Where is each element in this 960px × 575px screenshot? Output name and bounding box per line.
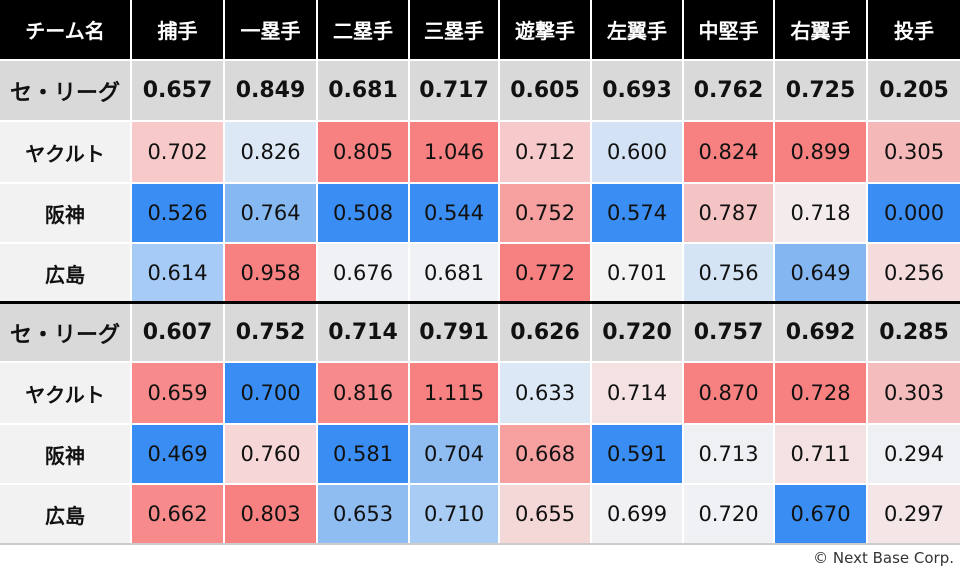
header-position: 中堅手 <box>684 0 773 59</box>
heatmap-cell: 0.303 <box>868 363 960 423</box>
heatmap-cell: 0.760 <box>225 425 316 483</box>
heatmap-cell: 0.752 <box>500 184 590 242</box>
header-position: 捕手 <box>132 0 223 59</box>
heatmap-cell: 0.297 <box>868 485 960 543</box>
league-value-cell: 0.205 <box>868 61 960 120</box>
team-row-label: 広島 <box>0 244 130 302</box>
heatmap-cell: 0.305 <box>868 122 960 182</box>
league-value-cell: 0.752 <box>225 304 316 361</box>
header-position: 右翼手 <box>775 0 866 59</box>
heatmap-cell: 0.764 <box>225 184 316 242</box>
league-value-cell: 0.757 <box>684 304 773 361</box>
heatmap-cell: 0.659 <box>132 363 223 423</box>
heatmap-cell: 0.000 <box>868 184 960 242</box>
league-value-cell: 0.791 <box>410 304 498 361</box>
header-position: 一塁手 <box>225 0 316 59</box>
heatmap-cell: 0.649 <box>775 244 866 302</box>
heatmap-cell: 0.526 <box>132 184 223 242</box>
league-value-cell: 0.725 <box>775 61 866 120</box>
heatmap-cell: 0.591 <box>592 425 682 483</box>
team-row-label: ヤクルト <box>0 363 130 423</box>
heatmap-cell: 0.712 <box>500 122 590 182</box>
heatmap-cell: 0.701 <box>592 244 682 302</box>
league-value-cell: 0.607 <box>132 304 223 361</box>
league-value-cell: 0.717 <box>410 61 498 120</box>
table-bottom-border <box>0 543 960 545</box>
block-separator <box>0 301 960 304</box>
league-value-cell: 0.692 <box>775 304 866 361</box>
league-value-cell: 0.657 <box>132 61 223 120</box>
heatmap-cell: 0.870 <box>684 363 773 423</box>
heatmap-cell: 0.614 <box>132 244 223 302</box>
team-row-label: ヤクルト <box>0 122 130 182</box>
league-row-label: セ・リーグ <box>0 304 130 361</box>
league-value-cell: 0.714 <box>318 304 408 361</box>
heatmap-cell: 0.958 <box>225 244 316 302</box>
heatmap-cell: 0.718 <box>775 184 866 242</box>
copyright-credit: © Next Base Corp. <box>813 549 954 567</box>
heatmap-cell: 0.772 <box>500 244 590 302</box>
heatmap-cell: 0.256 <box>868 244 960 302</box>
heatmap-table: チーム名 捕手 一塁手 二塁手 三塁手 遊撃手 左翼手 中堅手 右翼手 投手 セ・リーグ 0.657 0… <box>0 0 960 545</box>
header-position: 遊撃手 <box>500 0 590 59</box>
league-value-cell: 0.626 <box>500 304 590 361</box>
heatmap-cell: 1.046 <box>410 122 498 182</box>
heatmap-cell: 0.544 <box>410 184 498 242</box>
heatmap-cell: 0.826 <box>225 122 316 182</box>
heatmap-cell: 0.653 <box>318 485 408 543</box>
heatmap-cell: 0.600 <box>592 122 682 182</box>
heatmap-cell: 0.805 <box>318 122 408 182</box>
team-row-label: 阪神 <box>0 425 130 483</box>
heatmap-cell: 0.711 <box>775 425 866 483</box>
heatmap-cell: 0.508 <box>318 184 408 242</box>
heatmap-cell: 0.699 <box>592 485 682 543</box>
heatmap-cell: 0.469 <box>132 425 223 483</box>
heatmap-cell: 0.676 <box>318 244 408 302</box>
league-value-cell: 0.720 <box>592 304 682 361</box>
heatmap-cell: 0.294 <box>868 425 960 483</box>
heatmap-cell: 0.899 <box>775 122 866 182</box>
heatmap-cell: 0.816 <box>318 363 408 423</box>
heatmap-cell: 0.787 <box>684 184 773 242</box>
heatmap-cell: 0.681 <box>410 244 498 302</box>
header-position: 左翼手 <box>592 0 682 59</box>
heatmap-cell: 0.713 <box>684 425 773 483</box>
heatmap-cell: 0.803 <box>225 485 316 543</box>
league-row-label: セ・リーグ <box>0 61 130 120</box>
header-position: 投手 <box>868 0 960 59</box>
league-value-cell: 0.849 <box>225 61 316 120</box>
heatmap-cell: 0.728 <box>775 363 866 423</box>
heatmap-cell: 0.574 <box>592 184 682 242</box>
heatmap-cell: 0.710 <box>410 485 498 543</box>
team-row-label: 広島 <box>0 485 130 543</box>
heatmap-cell: 0.668 <box>500 425 590 483</box>
heatmap-cell: 0.662 <box>132 485 223 543</box>
heatmap-cell: 0.700 <box>225 363 316 423</box>
header-position: 二塁手 <box>318 0 408 59</box>
header-position: 三塁手 <box>410 0 498 59</box>
heatmap-cell: 0.633 <box>500 363 590 423</box>
heatmap-cell: 0.714 <box>592 363 682 423</box>
heatmap-cell: 0.704 <box>410 425 498 483</box>
heatmap-cell: 0.720 <box>684 485 773 543</box>
heatmap-cell: 0.670 <box>775 485 866 543</box>
league-value-cell: 0.762 <box>684 61 773 120</box>
team-row-label: 阪神 <box>0 184 130 242</box>
heatmap-cell: 0.824 <box>684 122 773 182</box>
header-team-name: チーム名 <box>0 0 130 59</box>
heatmap-cell: 0.655 <box>500 485 590 543</box>
heatmap-cell: 0.702 <box>132 122 223 182</box>
league-value-cell: 0.681 <box>318 61 408 120</box>
heatmap-cell: 1.115 <box>410 363 498 423</box>
heatmap-cell: 0.581 <box>318 425 408 483</box>
league-value-cell: 0.605 <box>500 61 590 120</box>
league-value-cell: 0.285 <box>868 304 960 361</box>
league-value-cell: 0.693 <box>592 61 682 120</box>
heatmap-cell: 0.756 <box>684 244 773 302</box>
